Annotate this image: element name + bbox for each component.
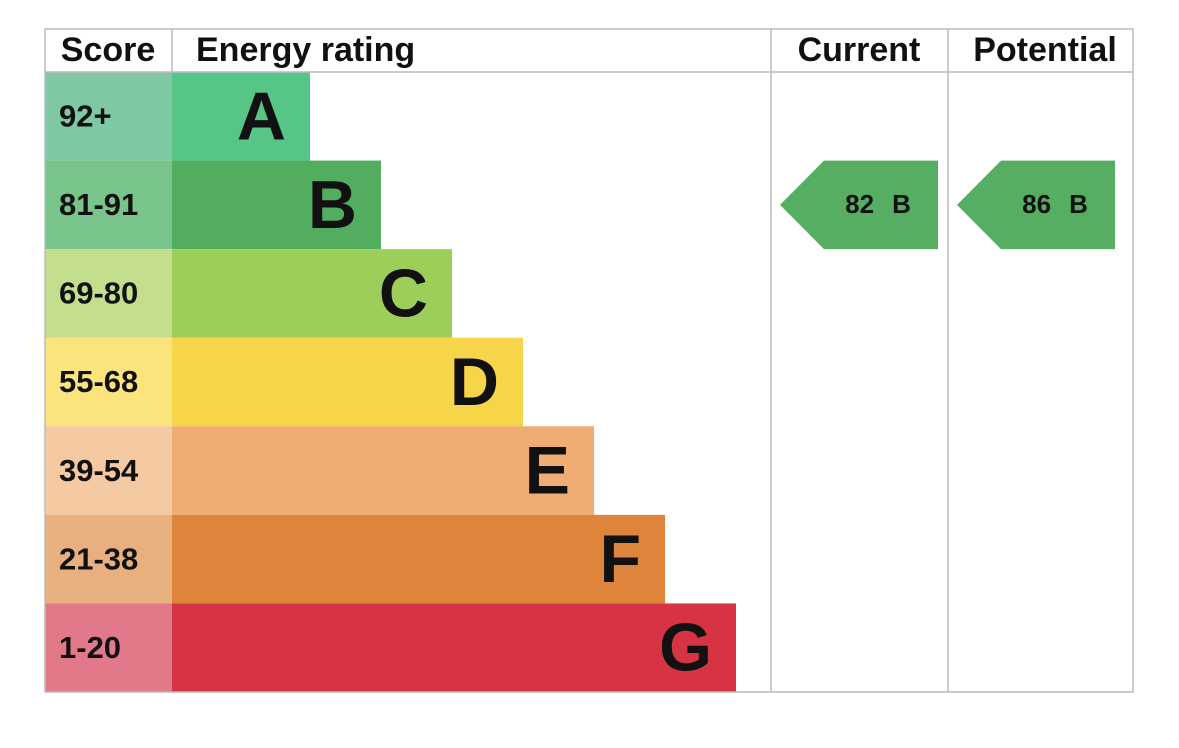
header-rating: Energy rating: [196, 31, 415, 69]
rating-bar: [172, 514, 665, 604]
rating-bar: [172, 72, 310, 161]
table-frame: [44, 28, 1134, 693]
score-label: 21-38: [59, 541, 138, 576]
current-band: B: [892, 189, 911, 219]
rating-bar: [172, 337, 523, 427]
current-score: 82: [845, 189, 874, 219]
header-potential: Potential: [973, 31, 1117, 69]
potential-label: 86 B: [1022, 189, 1088, 219]
score-cell: [45, 249, 172, 338]
score-cell: [45, 72, 172, 161]
band-letter: D: [450, 344, 499, 420]
score-cell: [45, 426, 172, 515]
rating-bar: [172, 249, 452, 338]
header-score: Score: [61, 31, 156, 69]
score-cell: [45, 337, 172, 427]
band-letter: B: [308, 167, 357, 243]
score-label: 81-91: [59, 187, 138, 222]
band-letter: C: [379, 255, 428, 331]
header-current: Current: [798, 31, 921, 69]
rating-bar: [172, 160, 381, 250]
score-label: 69-80: [59, 276, 138, 311]
potential-band: B: [1069, 189, 1088, 219]
band-letter: G: [659, 610, 712, 686]
potential-arrow: [957, 160, 1115, 250]
score-label: 92+: [59, 98, 112, 133]
score-label: 39-54: [59, 453, 139, 488]
rating-bar: [172, 426, 594, 515]
band-letter: A: [237, 78, 286, 154]
score-cell: [45, 603, 172, 692]
score-cell: [45, 160, 172, 250]
band-letter: F: [599, 521, 641, 597]
potential-score: 86: [1022, 189, 1051, 219]
rating-bar: [172, 603, 736, 692]
score-label: 55-68: [59, 364, 138, 399]
band-letter: E: [525, 433, 570, 509]
score-label: 1-20: [59, 630, 121, 665]
score-cell: [45, 514, 172, 604]
current-arrow: [780, 160, 938, 250]
current-label: 82 B: [845, 189, 911, 219]
